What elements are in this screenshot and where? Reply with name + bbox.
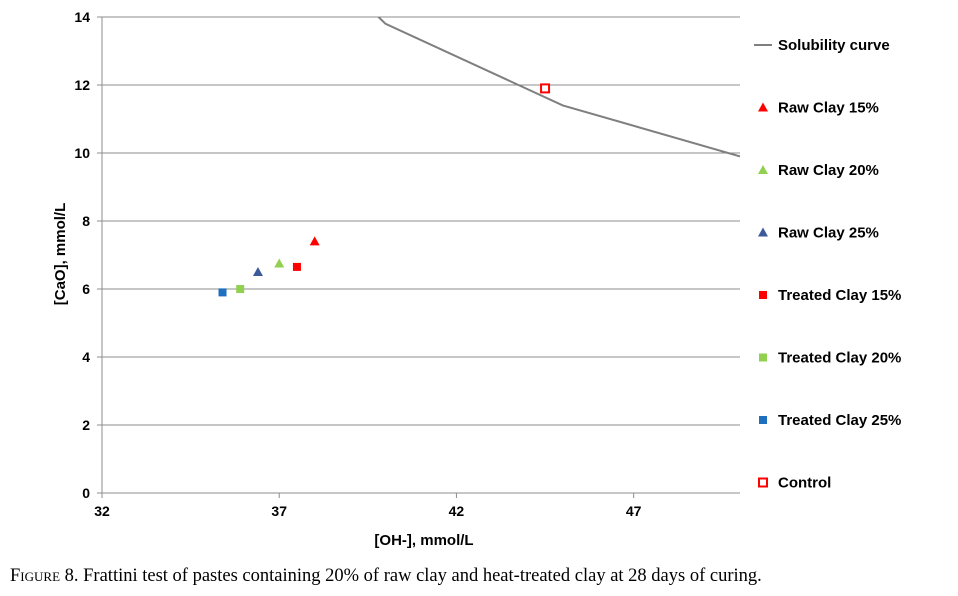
legend-item: Raw Clay 25% <box>758 225 879 242</box>
y-axis-title: [CaO], mmol/L <box>52 203 69 306</box>
legend-label: Raw Clay 15% <box>778 100 879 117</box>
data-point <box>274 258 285 268</box>
figure-caption: Figure 8. Frattini test of pastes contai… <box>10 566 950 587</box>
data-point <box>309 236 320 246</box>
data-point <box>252 267 263 276</box>
legend-label: Raw Clay 20% <box>778 162 879 179</box>
x-tick-label: 37 <box>271 503 287 519</box>
y-tick-label: 10 <box>74 145 90 161</box>
y-tick-label: 4 <box>82 349 90 365</box>
y-tick-label: 2 <box>82 417 90 433</box>
gridlines <box>102 16 740 426</box>
legend-label: Raw Clay 25% <box>778 225 879 242</box>
y-tick-label: 0 <box>82 485 90 501</box>
legend-marker <box>758 165 768 174</box>
data-point <box>218 288 227 297</box>
y-tick-label: 12 <box>74 77 90 93</box>
plot-series <box>218 17 740 297</box>
legend: Solubility curve Raw Clay 15% Raw Clay 20%… <box>754 37 901 492</box>
axes <box>97 16 740 498</box>
x-tick-label: 32 <box>94 503 110 519</box>
legend-label: Treated Clay 15% <box>778 287 901 304</box>
tick-labels: 0 2 4 6 8 10 12 14 32 37 42 47 <box>74 9 641 519</box>
legend-item: Treated Clay 15% <box>759 287 901 304</box>
legend-item: Treated Clay 20% <box>759 350 901 367</box>
legend-item: Raw Clay 15% <box>758 100 879 117</box>
y-tick-label: 6 <box>82 281 90 297</box>
legend-label: Solubility curve <box>778 37 890 54</box>
legend-marker <box>759 416 767 424</box>
x-tick-label: 42 <box>449 503 465 519</box>
legend-label: Treated Clay 20% <box>778 350 901 367</box>
solubility-curve-line <box>377 17 740 158</box>
legend-item: Control <box>758 475 831 492</box>
legend-marker <box>759 291 767 299</box>
y-tick-label: 14 <box>74 9 90 25</box>
legend-item: Solubility curve <box>754 37 890 54</box>
x-tick-label: 47 <box>626 503 642 519</box>
legend-marker <box>758 227 768 237</box>
x-axis-title: [OH-], mmol/L <box>374 532 473 549</box>
data-point <box>292 262 301 271</box>
data-point <box>540 83 551 94</box>
legend-item: Treated Clay 25% <box>759 412 901 429</box>
legend-marker <box>758 477 768 488</box>
scatter-chart: 0 2 4 6 8 10 12 14 32 37 42 47 Solubility curve Raw … <box>52 9 901 549</box>
legend-marker <box>758 102 768 112</box>
caption-text: Frattini test of pastes containing 20% o… <box>78 566 762 586</box>
data-point <box>236 285 245 293</box>
legend-item: Raw Clay 20% <box>758 162 879 179</box>
legend-marker <box>759 353 767 362</box>
legend-label: Treated Clay 25% <box>778 412 901 429</box>
legend-label: Control <box>778 475 831 492</box>
figure-label: Figure 8. <box>10 566 79 586</box>
y-tick-label: 8 <box>82 213 90 229</box>
